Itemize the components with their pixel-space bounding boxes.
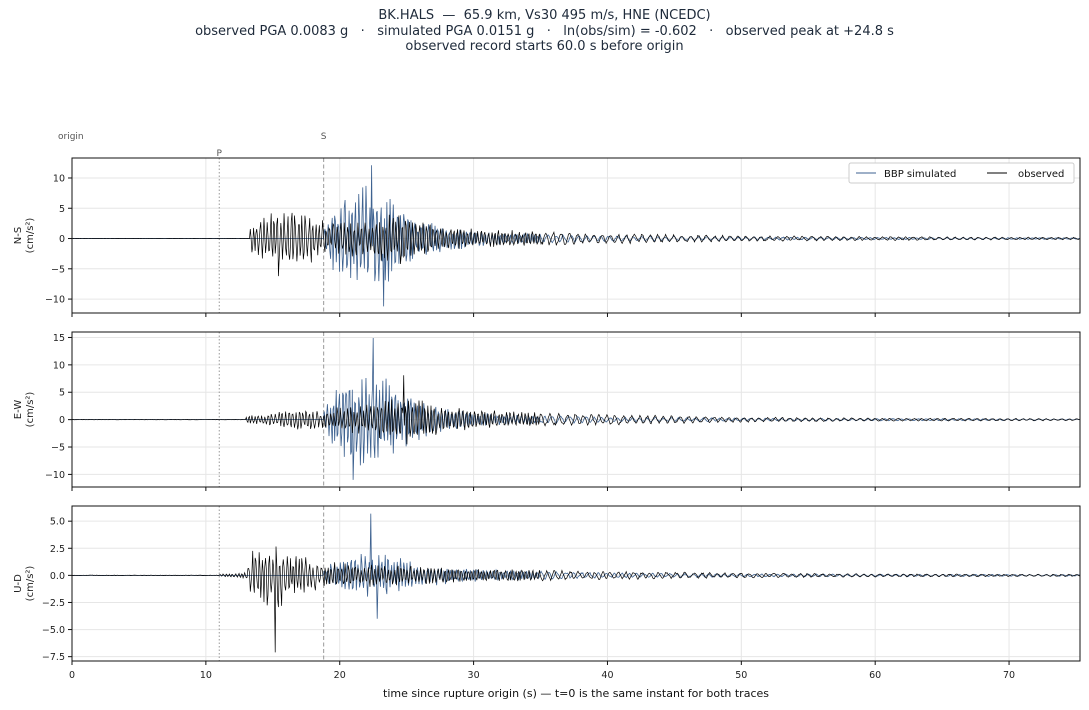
- s-label: S: [321, 132, 327, 142]
- y-axis-label: N-S: [13, 227, 24, 244]
- y-tick-label: −10: [45, 470, 65, 481]
- x-tick-label: 70: [1003, 670, 1015, 681]
- legend-box: [848, 162, 1075, 184]
- legend-simulated-label: BBP simulated: [884, 169, 956, 180]
- simulated-trace-n-s: [72, 165, 1080, 307]
- x-axis-label: time since rupture origin (s) — t=0 is t…: [383, 687, 769, 700]
- y-axis-label: U-D: [13, 574, 24, 593]
- y-tick-label: 5.0: [50, 517, 65, 528]
- panel-frame: [71, 331, 1081, 488]
- panel-u-d: −7.5 −5.0 −2.5 0.0 2.5 5.0 U-D (cm/s²): [13, 505, 1081, 665]
- observed-trace-n-s: [72, 212, 1080, 277]
- y-axis-unit: (cm/s²): [25, 566, 36, 602]
- y-tick-label: 0: [59, 415, 65, 426]
- y-tick-label: 2.5: [50, 544, 65, 555]
- y-axis-unit: (cm/s²): [25, 392, 36, 428]
- x-tick-label: 20: [334, 670, 346, 681]
- chart-subtitle: observed PGA 0.0083 g · simulated PGA 0.…: [195, 23, 894, 39]
- simulated-trace-e-w: [72, 338, 1080, 480]
- x-tick-label: 30: [468, 670, 480, 681]
- legend-observed-label: observed: [1018, 169, 1064, 180]
- chart-title: BK.HALS — 65.9 km, Vs30 495 m/s, HNE (NC…: [378, 8, 711, 23]
- y-tick-label: 15: [53, 333, 65, 344]
- chart-title-block: BK.HALS — 65.9 km, Vs30 495 m/s, HNE (NC…: [0, 8, 1089, 55]
- p-label: P: [217, 149, 223, 159]
- y-tick-label: 0: [59, 234, 65, 245]
- origin-label: origin: [58, 132, 84, 142]
- y-tick-label: 10: [53, 173, 65, 184]
- panel-frame: [71, 157, 1081, 314]
- x-tick-label: 40: [601, 670, 613, 681]
- panel-e-w: −10 −5 0 5 10 15 E-W (cm/s²): [13, 331, 1081, 491]
- legend: BBP simulated observed: [848, 162, 1075, 184]
- y-tick-label: 5: [59, 204, 65, 215]
- y-axis-unit: (cm/s²): [25, 218, 36, 254]
- chart-subtitle-2: observed record starts 60.0 s before ori…: [405, 39, 684, 54]
- observed-trace-e-w: [72, 375, 1080, 445]
- x-tick-label: 60: [869, 670, 881, 681]
- y-tick-label: 10: [53, 360, 65, 371]
- y-tick-label: −5: [51, 264, 65, 275]
- y-tick-label: 5: [59, 388, 65, 399]
- x-tick-label: 50: [735, 670, 747, 681]
- y-tick-label: −5: [51, 443, 65, 454]
- x-tick-label: 0: [69, 670, 75, 681]
- y-tick-label: −2.5: [42, 598, 65, 609]
- y-tick-label: −10: [45, 295, 65, 306]
- panel-frame: [71, 505, 1081, 662]
- y-tick-label: 0.0: [50, 571, 65, 582]
- y-tick-label: −7.5: [42, 652, 65, 663]
- x-tick-label: 10: [200, 670, 212, 681]
- observed-trace-u-d: [72, 546, 1080, 653]
- y-tick-label: −5.0: [42, 625, 65, 636]
- y-axis-label: E-W: [13, 400, 24, 420]
